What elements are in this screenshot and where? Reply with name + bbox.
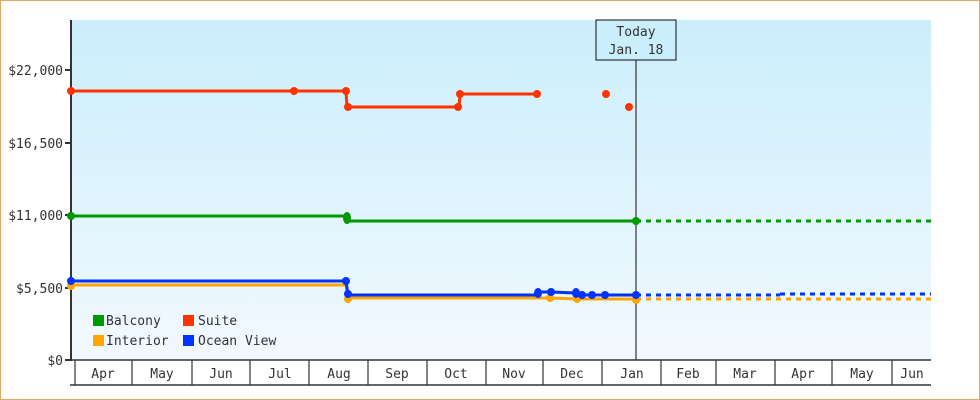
x-label-jun-next: Jun <box>900 367 923 382</box>
legend-swatch-balcony <box>93 315 104 326</box>
legend-swatch-interior <box>93 335 104 346</box>
legend: Balcony Suite Interior Ocean View <box>93 314 276 349</box>
x-label-jun: Jun <box>209 367 232 382</box>
legend-item-interior: Interior <box>93 334 169 349</box>
x-label-nov: Nov <box>502 367 526 382</box>
today-label: Today Jan. 18 <box>595 19 677 61</box>
x-axis <box>70 359 931 386</box>
x-label-apr-next: Apr <box>791 367 815 382</box>
y-tick-labels: $22,000 $16,500 $11,000 $5,500 $0 <box>8 64 63 369</box>
legend-item-suite: Suite <box>183 314 237 329</box>
legend-swatch-ocean-view <box>183 335 194 346</box>
y-label-0: $0 <box>47 354 63 369</box>
x-label-oct: Oct <box>444 367 467 382</box>
x-label-dec: Dec <box>560 367 583 382</box>
legend-label-interior: Interior <box>106 334 169 349</box>
today-text: Today <box>616 25 655 40</box>
y-label-11000: $11,000 <box>8 209 63 224</box>
y-label-5500: $5,500 <box>16 282 63 297</box>
x-label-feb: Feb <box>676 367 700 382</box>
series-balcony <box>67 212 931 225</box>
x-label-may-next: May <box>850 367 874 382</box>
x-label-may: May <box>150 367 174 382</box>
legend-swatch-suite <box>183 315 194 326</box>
x-label-apr: Apr <box>91 367 115 382</box>
legend-label-balcony: Balcony <box>106 314 161 329</box>
x-label-mar: Mar <box>733 367 757 382</box>
y-label-22000: $22,000 <box>8 64 63 79</box>
y-label-16500: $16,500 <box>8 137 63 152</box>
legend-item-ocean-view: Ocean View <box>183 334 276 349</box>
series-suite <box>67 87 633 111</box>
series-ocean-view <box>67 277 931 299</box>
legend-item-balcony: Balcony <box>93 314 161 329</box>
plot-area <box>71 20 931 360</box>
x-label-jul: Jul <box>268 367 291 382</box>
x-label-jan: Jan <box>620 367 643 382</box>
legend-label-suite: Suite <box>198 314 237 329</box>
x-tick-labels: Apr May Jun Jul Aug Sep Oct Nov Dec Jan … <box>91 367 923 382</box>
x-label-aug: Aug <box>327 367 350 382</box>
today-date: Jan. 18 <box>609 43 664 58</box>
x-label-sep: Sep <box>385 367 409 382</box>
legend-label-ocean-view: Ocean View <box>198 334 276 349</box>
